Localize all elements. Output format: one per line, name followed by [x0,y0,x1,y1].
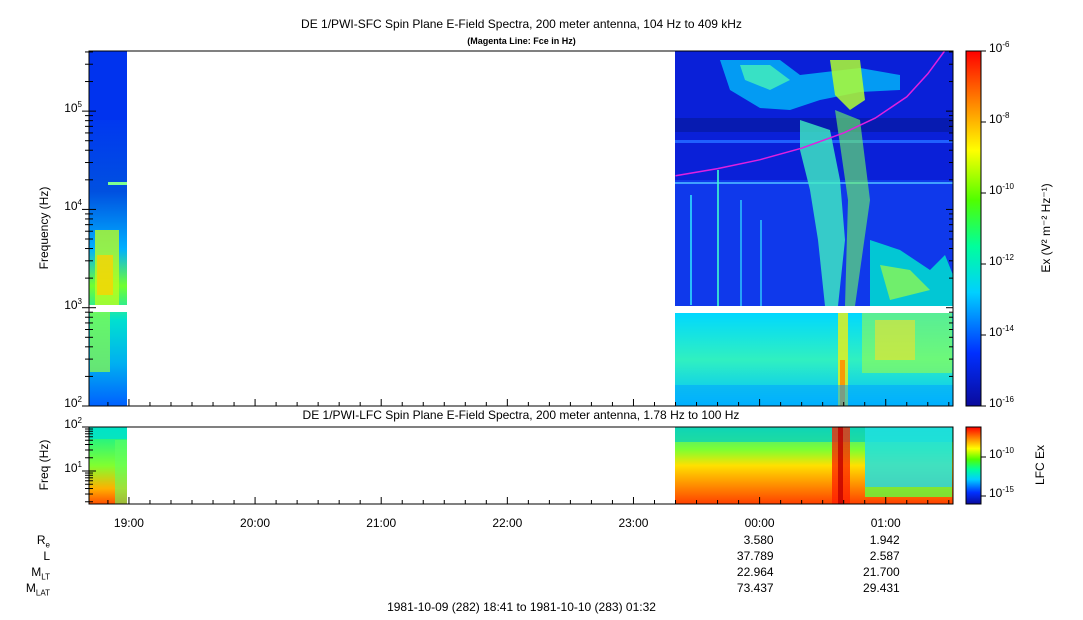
sfc-ytick-label: 102 [64,395,82,410]
sfc-colorbar-tick-label: 10-8 [989,111,1010,126]
sfc-right-data-block [675,51,953,406]
lfc-ylabel: Freq (Hz) [37,439,51,491]
ephemeris-value: 21.700 [863,565,900,579]
lfc-left-data-block [89,427,127,504]
sfc-colorbar-label: Ex (V² m⁻² Hz⁻¹) [1039,183,1053,273]
sfc-left-data-block [89,51,127,406]
time-tick-label: 21:00 [366,516,397,530]
fce-series-line [675,50,946,177]
sfc-ytick-label: 104 [64,198,82,214]
sfc-ytick-label: 103 [64,296,82,312]
sfc-colorbar-tick-label: 10-10 [989,182,1014,197]
lfc-y-axis [82,426,96,503]
lfc-colorbar-label: LFC Ex [1033,444,1047,486]
sfc-plot-frame [88,50,954,407]
lfc-ytick-label: 102 [64,416,82,431]
lfc-colorbar-tick-label: 10-10 [989,446,1014,461]
sfc-colorbar-tick-label: 10-12 [989,253,1014,268]
time-tick-label: 19:00 [113,516,144,530]
lfc-right-data-block [675,427,953,504]
ephemeris-label: MLT [31,565,50,582]
sfc-colorbar-tick-label: 10-14 [989,324,1014,339]
ephemeris-label: MLAT [25,581,50,598]
sfc-spectrogram-panel [82,50,954,407]
sfc-y-axis [82,51,953,407]
time-tick-label: 00:00 [744,516,775,530]
lfc-title: DE 1/PWI-LFC Spin Plane E-Field Spectra,… [302,408,740,422]
time-tick-label: 23:00 [618,516,649,530]
time-axis-ticks [107,399,950,504]
time-tick-label: 01:00 [870,516,901,530]
ephemeris-value: 3.580 [743,533,774,547]
sfc-ylabel: Frequency (Hz) [37,186,51,270]
ephemeris-value: 22.964 [736,565,774,579]
ephemeris-value: 2.587 [869,549,900,563]
ephemeris-value: 73.437 [736,581,774,595]
lfc-ytick-label: 101 [64,460,82,475]
ephemeris-value: 37.789 [736,549,774,563]
sfc-subtitle: (Magenta Line: Fce in Hz) [467,36,576,46]
ephemeris-value: 1.942 [869,533,900,547]
lfc-colorbar [965,426,986,505]
sfc-colorbar-tick-label: 10-6 [989,40,1010,55]
time-tick-label: 20:00 [240,516,271,530]
ephemeris-value: 29.431 [863,581,900,595]
time-range-footer: 1981-10-09 (282) 18:41 to 1981-10-10 (28… [387,600,656,614]
ephemeris-label: L [43,549,50,563]
time-tick-label: 22:00 [492,516,523,530]
ephemeris-label: Re [36,533,50,550]
sfc-colorbar-tick-label: 10-16 [989,395,1014,410]
sfc-title: DE 1/PWI-SFC Spin Plane E-Field Spectra,… [301,17,742,31]
lfc-spectrogram-panel [82,399,954,505]
sfc-ytick-label: 105 [64,100,82,116]
sfc-colorbar [965,50,986,407]
lfc-colorbar-tick-label: 10-15 [989,485,1014,500]
lfc-plot-frame [88,426,954,505]
